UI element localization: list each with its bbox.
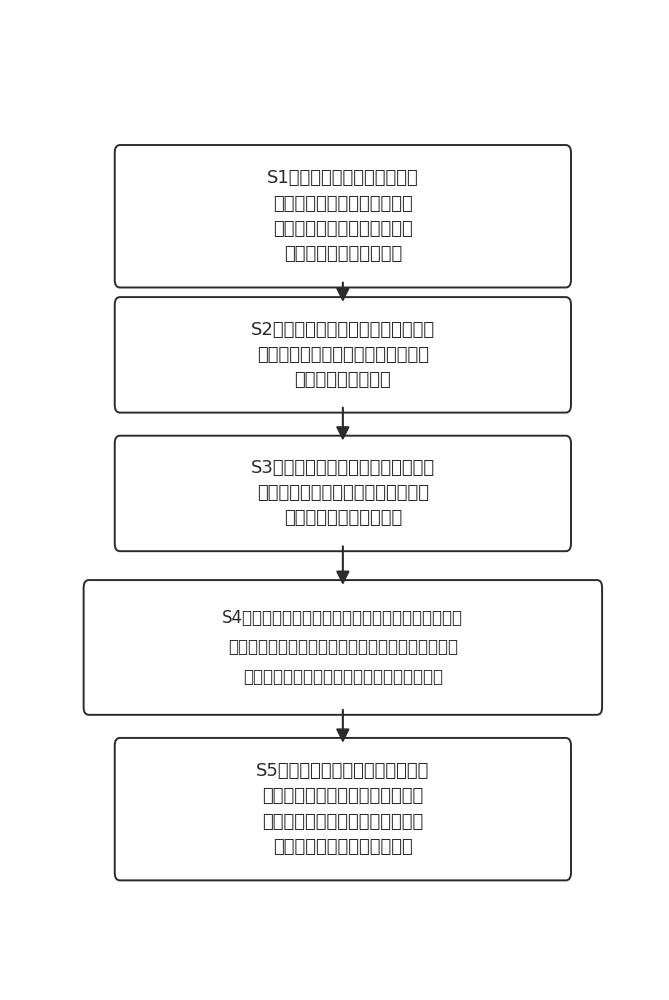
Text: 降温的水，部分产生水蒸气重新导: 降温的水，部分产生水蒸气重新导 [262, 787, 423, 805]
Text: 气化炉中，同时通过鼓风机从: 气化炉中，同时通过鼓风机从 [273, 220, 413, 238]
FancyBboxPatch shape [115, 436, 571, 551]
Text: 热，使得节能余热锅炉产生饱和蒸汽以供外用: 热，使得节能余热锅炉产生饱和蒸汽以供外用 [243, 668, 443, 686]
Text: S2、原料在气化炉内经历热解和气化: S2、原料在气化炉内经历热解和气化 [251, 321, 435, 339]
Text: 过程，生成可燃气体，然后送入至综: 过程，生成可燃气体，然后送入至综 [257, 346, 429, 364]
Text: S5、综合处理管内对可燃气体进行: S5、综合处理管内对可燃气体进行 [256, 762, 429, 780]
Text: 燃烧，燃烧过程中产生的热量对节能余热锅炉进行加: 燃烧，燃烧过程中产生的热量对节能余热锅炉进行加 [228, 638, 458, 656]
Text: 装储存，部分直接投入使: 装储存，部分直接投入使 [284, 509, 402, 527]
Text: 却箱进行冷却后重新用于降温: 却箱进行冷却后重新用于降温 [273, 838, 413, 856]
Text: 回气化炉内，部分液态水仍返回冷: 回气化炉内，部分液态水仍返回冷 [262, 813, 423, 831]
Text: 气化炉下部持续送入空气: 气化炉下部持续送入空气 [284, 245, 402, 263]
FancyBboxPatch shape [84, 580, 602, 715]
FancyBboxPatch shape [115, 738, 571, 880]
Text: S1、将生物质原料进行粉碎，: S1、将生物质原料进行粉碎， [267, 169, 419, 187]
FancyBboxPatch shape [115, 297, 571, 413]
Text: S4、分流出来的可燃气体进入高温燃气锅炉内部进行: S4、分流出来的可燃气体进入高温燃气锅炉内部进行 [222, 609, 464, 627]
Text: S3、通过综合处理管对可燃气体同时: S3、通过综合处理管对可燃气体同时 [251, 459, 435, 477]
FancyBboxPatch shape [115, 145, 571, 287]
Text: 合处理管内进行处理: 合处理管内进行处理 [294, 371, 391, 389]
Text: 然后晒干后经加料器连续给入: 然后晒干后经加料器连续给入 [273, 195, 413, 213]
Text: 进行降温和除尘除油后，部分用于包: 进行降温和除尘除油后，部分用于包 [257, 484, 429, 502]
